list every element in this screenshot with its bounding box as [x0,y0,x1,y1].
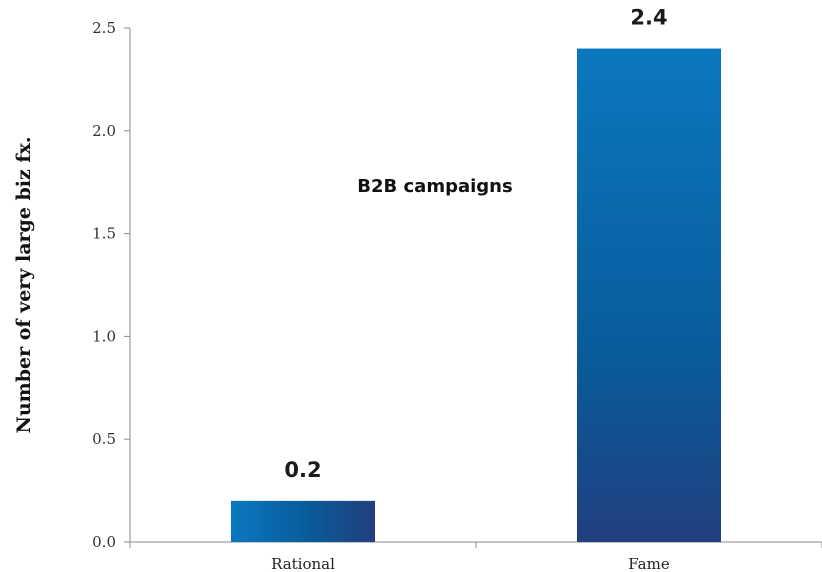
chart-annotation: B2B campaigns [357,176,512,197]
y-axis-title: Number of very large biz fx. [13,136,35,433]
y-tick-label: 0.5 [92,430,116,448]
y-tick-label: 2.5 [92,19,116,37]
bar-rational [231,500,375,542]
bars [231,48,721,543]
x-axis: Rational Fame [129,541,822,572]
y-tick-label: 2.0 [92,122,116,140]
data-label-fame: 2.4 [630,6,667,30]
category-label-fame: Fame [628,555,670,572]
y-axis: 0.0 0.5 1.0 1.5 2.0 2.5 [92,19,131,551]
category-label-rational: Rational [271,555,335,572]
data-labels: 0.2 2.4 [284,6,667,482]
data-label-rational: 0.2 [284,458,321,482]
y-tick-label: 1.0 [92,327,116,345]
y-tick-label: 1.5 [92,225,116,243]
bar-fame [577,48,721,543]
y-tick-label: 0.0 [92,533,116,551]
